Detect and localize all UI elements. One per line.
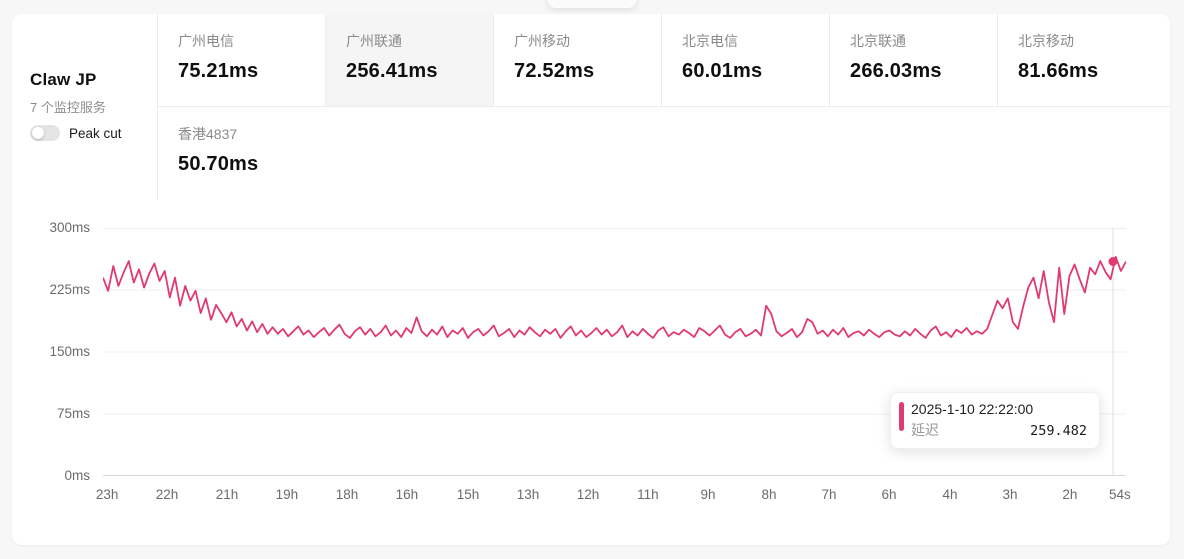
tab-latency-value: 50.70ms xyxy=(178,153,259,175)
tab-label: 广州电信 xyxy=(178,33,234,49)
tab-hongkong-4837[interactable]: 香港4837 50.70ms xyxy=(158,107,326,200)
service-count: 7 个监控服务 xyxy=(30,100,106,115)
peak-cut-label: Peak cut xyxy=(69,125,122,141)
tab-latency-value: 75.21ms xyxy=(178,60,259,82)
x-axis-tick-label: 8h xyxy=(761,487,777,502)
tab-latency-value: 266.03ms xyxy=(850,60,942,82)
tab-beijing-unicom[interactable]: 北京联通 266.03ms xyxy=(830,14,998,106)
hover-point-marker xyxy=(1108,256,1118,266)
top-edge-pill xyxy=(547,0,637,8)
monitor-card: Claw JP 7 个监控服务 Peak cut 广州电信 75.21ms 广州… xyxy=(12,14,1170,545)
service-title: Claw JP xyxy=(30,70,97,89)
y-axis-tick-label: 150ms xyxy=(49,344,90,359)
x-axis-tick-label: 6h xyxy=(881,487,897,502)
x-axis-tick-label: 54s xyxy=(1108,487,1131,502)
tooltip-series-name: 延迟 xyxy=(911,422,939,438)
tab-label: 北京移动 xyxy=(1018,33,1074,49)
x-axis-tick-label: 13h xyxy=(516,487,540,502)
y-axis-tick-label: 300ms xyxy=(49,220,90,235)
tab-latency-value: 81.66ms xyxy=(1018,60,1099,82)
tab-label: 广州联通 xyxy=(346,33,402,49)
tab-label: 香港4837 xyxy=(178,126,238,142)
tab-guangzhou-unicom[interactable]: 广州联通 256.41ms xyxy=(326,14,494,106)
y-axis-tick-label: 0ms xyxy=(64,468,90,483)
y-axis-tick-label: 225ms xyxy=(49,282,90,297)
tab-latency-value: 60.01ms xyxy=(682,60,763,82)
x-axis-tick-label: 3h xyxy=(1002,487,1018,502)
node-tabs-row-2: 香港4837 50.70ms xyxy=(158,107,1170,200)
node-tabs-row-1: 广州电信 75.21ms 广州联通 256.41ms 广州移动 72.52ms … xyxy=(158,14,1170,107)
x-axis-tick-label: 18h xyxy=(335,487,359,502)
tooltip-value: 259.482 xyxy=(1030,423,1087,439)
service-info-panel: Claw JP 7 个监控服务 Peak cut xyxy=(12,14,158,200)
x-axis-tick-label: 23h xyxy=(95,487,119,502)
tab-latency-value: 256.41ms xyxy=(346,60,438,82)
tab-label: 北京电信 xyxy=(682,33,738,49)
tooltip-series-marker-icon xyxy=(899,402,904,431)
tab-beijing-mobile[interactable]: 北京移动 81.66ms xyxy=(998,14,1166,106)
tab-label: 北京联通 xyxy=(850,33,906,49)
peak-cut-toggle[interactable] xyxy=(30,125,60,141)
x-axis-tick-label: 22h xyxy=(155,487,179,502)
tab-latency-value: 72.52ms xyxy=(514,60,595,82)
tooltip-row: 延迟 259.482 xyxy=(911,420,1087,440)
y-axis-tick-label: 75ms xyxy=(56,406,90,421)
x-axis-tick-label: 12h xyxy=(576,487,600,502)
tooltip-datetime: 2025-1-10 22:22:00 xyxy=(911,401,1034,417)
chart-tooltip: 2025-1-10 22:22:00 延迟 259.482 xyxy=(890,392,1100,449)
x-axis-tick-label: 15h xyxy=(456,487,480,502)
x-axis-tick-label: 7h xyxy=(821,487,837,502)
x-axis-tick-label: 19h xyxy=(275,487,299,502)
x-axis-tick-label: 11h xyxy=(637,487,659,502)
tab-guangzhou-telecom[interactable]: 广州电信 75.21ms xyxy=(158,14,326,106)
x-axis-tick-label: 16h xyxy=(395,487,419,502)
latency-series-line xyxy=(103,255,1126,339)
peak-cut-row: Peak cut xyxy=(30,125,147,141)
x-axis-tick-label: 9h xyxy=(700,487,716,502)
toggle-knob-icon xyxy=(32,127,44,139)
x-axis-tick-label: 21h xyxy=(215,487,239,502)
x-axis-tick-label: 4h xyxy=(942,487,958,502)
monitor-header: Claw JP 7 个监控服务 Peak cut 广州电信 75.21ms 广州… xyxy=(12,14,1170,200)
x-axis-tick-label: 2h xyxy=(1062,487,1078,502)
latency-chart: 0ms 75ms 150ms 225ms 300ms 23h 22h 21h 19h 18h 16… xyxy=(12,200,1170,545)
node-tabs: 广州电信 75.21ms 广州联通 256.41ms 广州移动 72.52ms … xyxy=(158,14,1170,200)
tab-label: 广州移动 xyxy=(514,33,570,49)
tab-beijing-telecom[interactable]: 北京电信 60.01ms xyxy=(662,14,830,106)
tab-guangzhou-mobile[interactable]: 广州移动 72.52ms xyxy=(494,14,662,106)
